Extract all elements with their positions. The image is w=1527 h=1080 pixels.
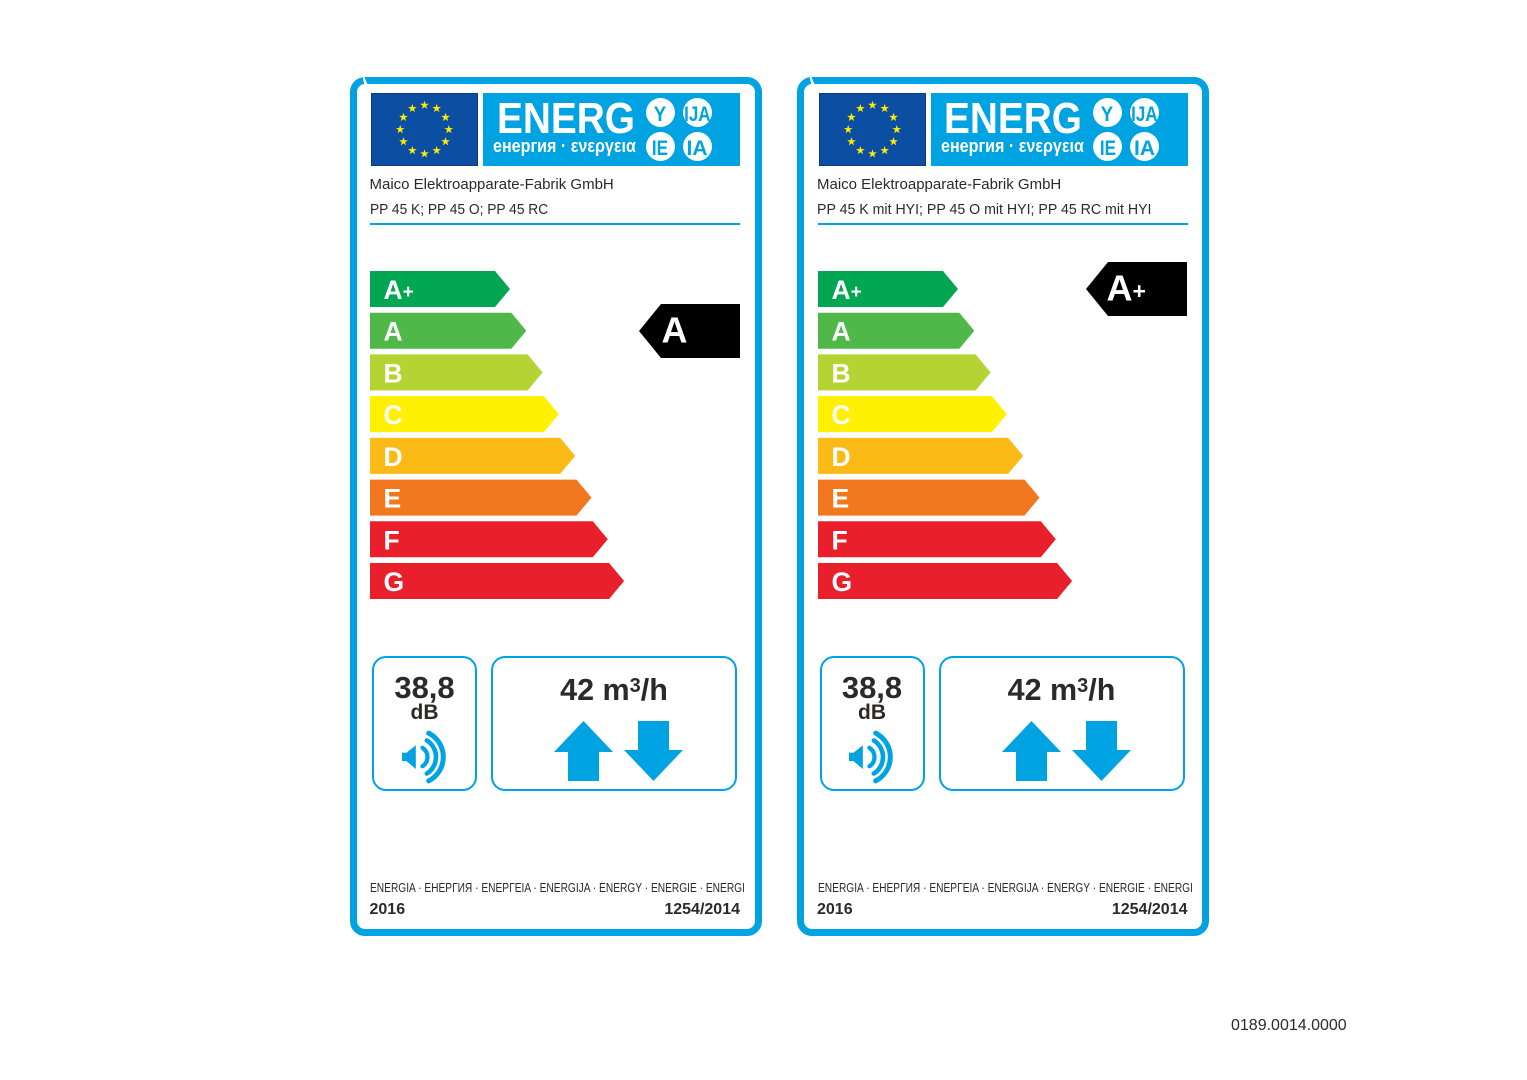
svg-text:E: E [831, 484, 849, 514]
svg-text:C: C [384, 400, 403, 430]
svg-text:A: A [831, 317, 850, 347]
svg-text:E: E [384, 484, 402, 514]
svg-text:D: D [384, 442, 403, 472]
svg-text:F: F [384, 525, 400, 555]
svg-text:G: G [831, 567, 852, 597]
svg-text:F: F [831, 525, 847, 555]
svg-text:A: A [661, 310, 687, 351]
svg-text:G: G [384, 567, 405, 597]
svg-text:C: C [831, 400, 850, 430]
svg-text:D: D [831, 442, 850, 472]
svg-text:A: A [384, 317, 403, 347]
svg-text:B: B [384, 358, 403, 388]
svg-text:B: B [831, 358, 850, 388]
